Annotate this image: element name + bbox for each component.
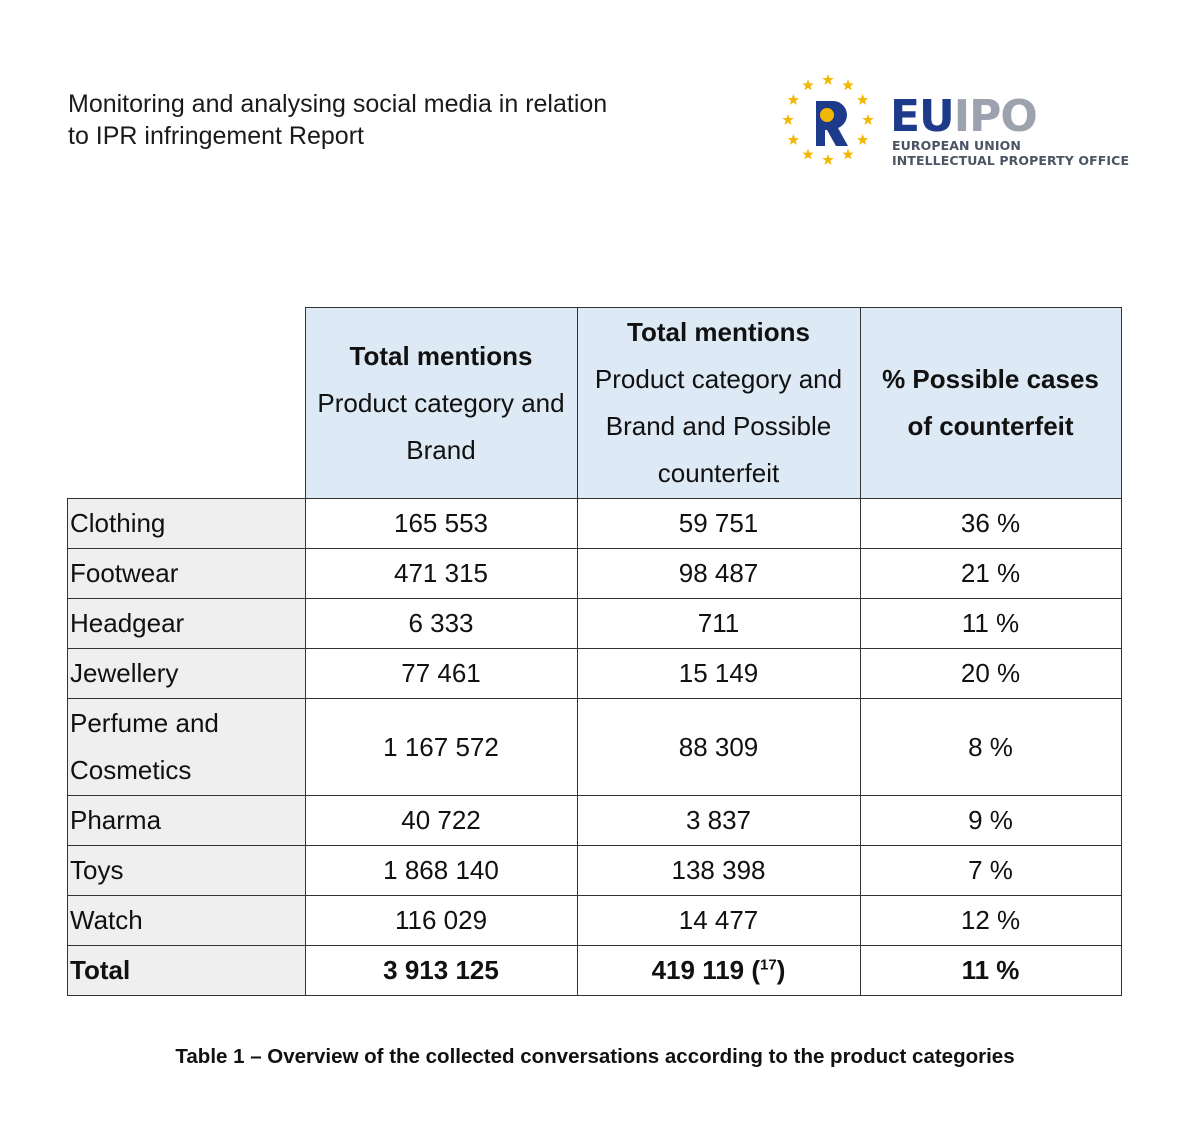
table-row: Perfume and Cosmetics 1 167 572 88 309 8… bbox=[67, 698, 1122, 796]
category-cell: Watch bbox=[67, 895, 306, 946]
footnote-open: ( bbox=[744, 955, 761, 985]
col-header-total-brand: Total mentions Product category and Bran… bbox=[304, 307, 578, 499]
category-cell: Jewellery bbox=[67, 648, 306, 699]
table-row: Watch 116 029 14 477 12 % bbox=[67, 895, 1122, 946]
brand-mentions-cell: 471 315 bbox=[304, 548, 578, 599]
col-header-total-counterfeit: Total mentions Product category and Bran… bbox=[576, 307, 861, 499]
report-title-line-2: to IPR infringement Report bbox=[68, 122, 364, 150]
star-icon bbox=[787, 134, 800, 145]
logo-eu-text: EU bbox=[890, 91, 955, 142]
category-cell: Footwear bbox=[67, 548, 306, 599]
category-cell: Pharma bbox=[67, 795, 306, 846]
counterfeit-mentions-cell: 88 309 bbox=[576, 698, 861, 796]
eu-stars-r-emblem-icon bbox=[782, 74, 874, 165]
category-cell: Clothing bbox=[67, 498, 306, 549]
percent-cell: 11 % bbox=[859, 598, 1122, 649]
percent-cell: 21 % bbox=[859, 548, 1122, 599]
brand-mentions-cell: 77 461 bbox=[304, 648, 578, 699]
report-title-line-1: Monitoring and analysing social media in… bbox=[68, 90, 608, 118]
counterfeit-mentions-cell: 59 751 bbox=[576, 498, 861, 549]
brand-mentions-cell: 116 029 bbox=[304, 895, 578, 946]
table-row: Footwear 471 315 98 487 21 % bbox=[67, 548, 1122, 599]
brand-mentions-cell: 6 333 bbox=[304, 598, 578, 649]
percent-cell: 12 % bbox=[859, 895, 1122, 946]
star-icon bbox=[862, 114, 874, 125]
percent-cell: 9 % bbox=[859, 795, 1122, 846]
star-icon bbox=[856, 94, 869, 105]
star-icon bbox=[842, 79, 854, 91]
counterfeit-mentions-cell: 3 837 bbox=[576, 795, 861, 846]
percent-cell: 36 % bbox=[859, 498, 1122, 549]
footnote-reference: 17 bbox=[760, 956, 777, 974]
brand-mentions-cell: 1 167 572 bbox=[304, 698, 578, 796]
table-row: Pharma 40 722 3 837 9 % bbox=[67, 795, 1122, 846]
logo-subtitle-line-1: EUROPEAN UNION bbox=[892, 138, 1021, 153]
footnote-close: ) bbox=[776, 955, 786, 985]
category-cell: Headgear bbox=[67, 598, 306, 649]
star-icon bbox=[802, 148, 814, 160]
logo-subtitle-line-2: INTELLECTUAL PROPERTY OFFICE bbox=[892, 153, 1130, 168]
brand-mentions-cell: 1 868 140 bbox=[304, 845, 578, 896]
star-icon bbox=[822, 154, 834, 165]
counterfeit-mentions-cell: 98 487 bbox=[576, 548, 861, 599]
logo-ipo-text: IPO bbox=[953, 91, 1038, 142]
total-brand-mentions-cell: 3 913 125 bbox=[304, 945, 578, 996]
counterfeit-mentions-cell: 15 149 bbox=[576, 648, 861, 699]
total-counterfeit-value: 419 119 bbox=[651, 955, 745, 985]
table-row: Toys 1 868 140 138 398 7 % bbox=[67, 845, 1122, 896]
star-icon bbox=[802, 79, 814, 91]
star-icon bbox=[787, 94, 800, 105]
col-header-percent-counterfeit: % Possible cases of counterfeit bbox=[859, 307, 1122, 499]
total-counterfeit-mentions-cell: 419 119 (17) bbox=[576, 945, 861, 996]
counterfeit-mentions-cell: 138 398 bbox=[576, 845, 861, 896]
total-label-cell: Total bbox=[67, 945, 306, 996]
star-icon bbox=[842, 148, 854, 160]
table-caption: Table 1 – Overview of the collected conv… bbox=[175, 1045, 1015, 1068]
category-cell: Perfume and Cosmetics bbox=[67, 698, 306, 796]
table-row: Jewellery 77 461 15 149 20 % bbox=[67, 648, 1122, 699]
logo-subtitle: EUROPEAN UNION INTELLECTUAL PROPERTY OFF… bbox=[892, 138, 1129, 168]
logo-wordmark: EUIPO bbox=[890, 91, 1038, 142]
product-category-table: Total mentions Product category and Bran… bbox=[67, 307, 1122, 996]
table-row: Headgear 6 333 711 11 % bbox=[67, 598, 1122, 649]
euipo-logo: EUIPO EUROPEAN UNION INTELLECTUAL PROPER… bbox=[780, 68, 1140, 178]
brand-mentions-cell: 165 553 bbox=[304, 498, 578, 549]
star-icon bbox=[856, 134, 869, 145]
percent-cell: 20 % bbox=[859, 648, 1122, 699]
report-title: Monitoring and analysing social media in… bbox=[68, 88, 607, 152]
counterfeit-mentions-cell: 14 477 bbox=[576, 895, 861, 946]
brand-mentions-cell: 40 722 bbox=[304, 795, 578, 846]
category-cell: Toys bbox=[67, 845, 306, 896]
counterfeit-mentions-cell: 711 bbox=[576, 598, 861, 649]
total-percent-cell: 11 % bbox=[859, 945, 1122, 996]
table-header-row: Total mentions Product category and Bran… bbox=[67, 307, 1122, 499]
table-total-row: Total 3 913 125 419 119 (17) 11 % bbox=[67, 945, 1122, 996]
table-corner-cell bbox=[67, 307, 305, 499]
star-icon bbox=[782, 114, 794, 125]
percent-cell: 8 % bbox=[859, 698, 1122, 796]
percent-cell: 7 % bbox=[859, 845, 1122, 896]
table-row: Clothing 165 553 59 751 36 % bbox=[67, 498, 1122, 549]
star-icon bbox=[822, 74, 834, 85]
